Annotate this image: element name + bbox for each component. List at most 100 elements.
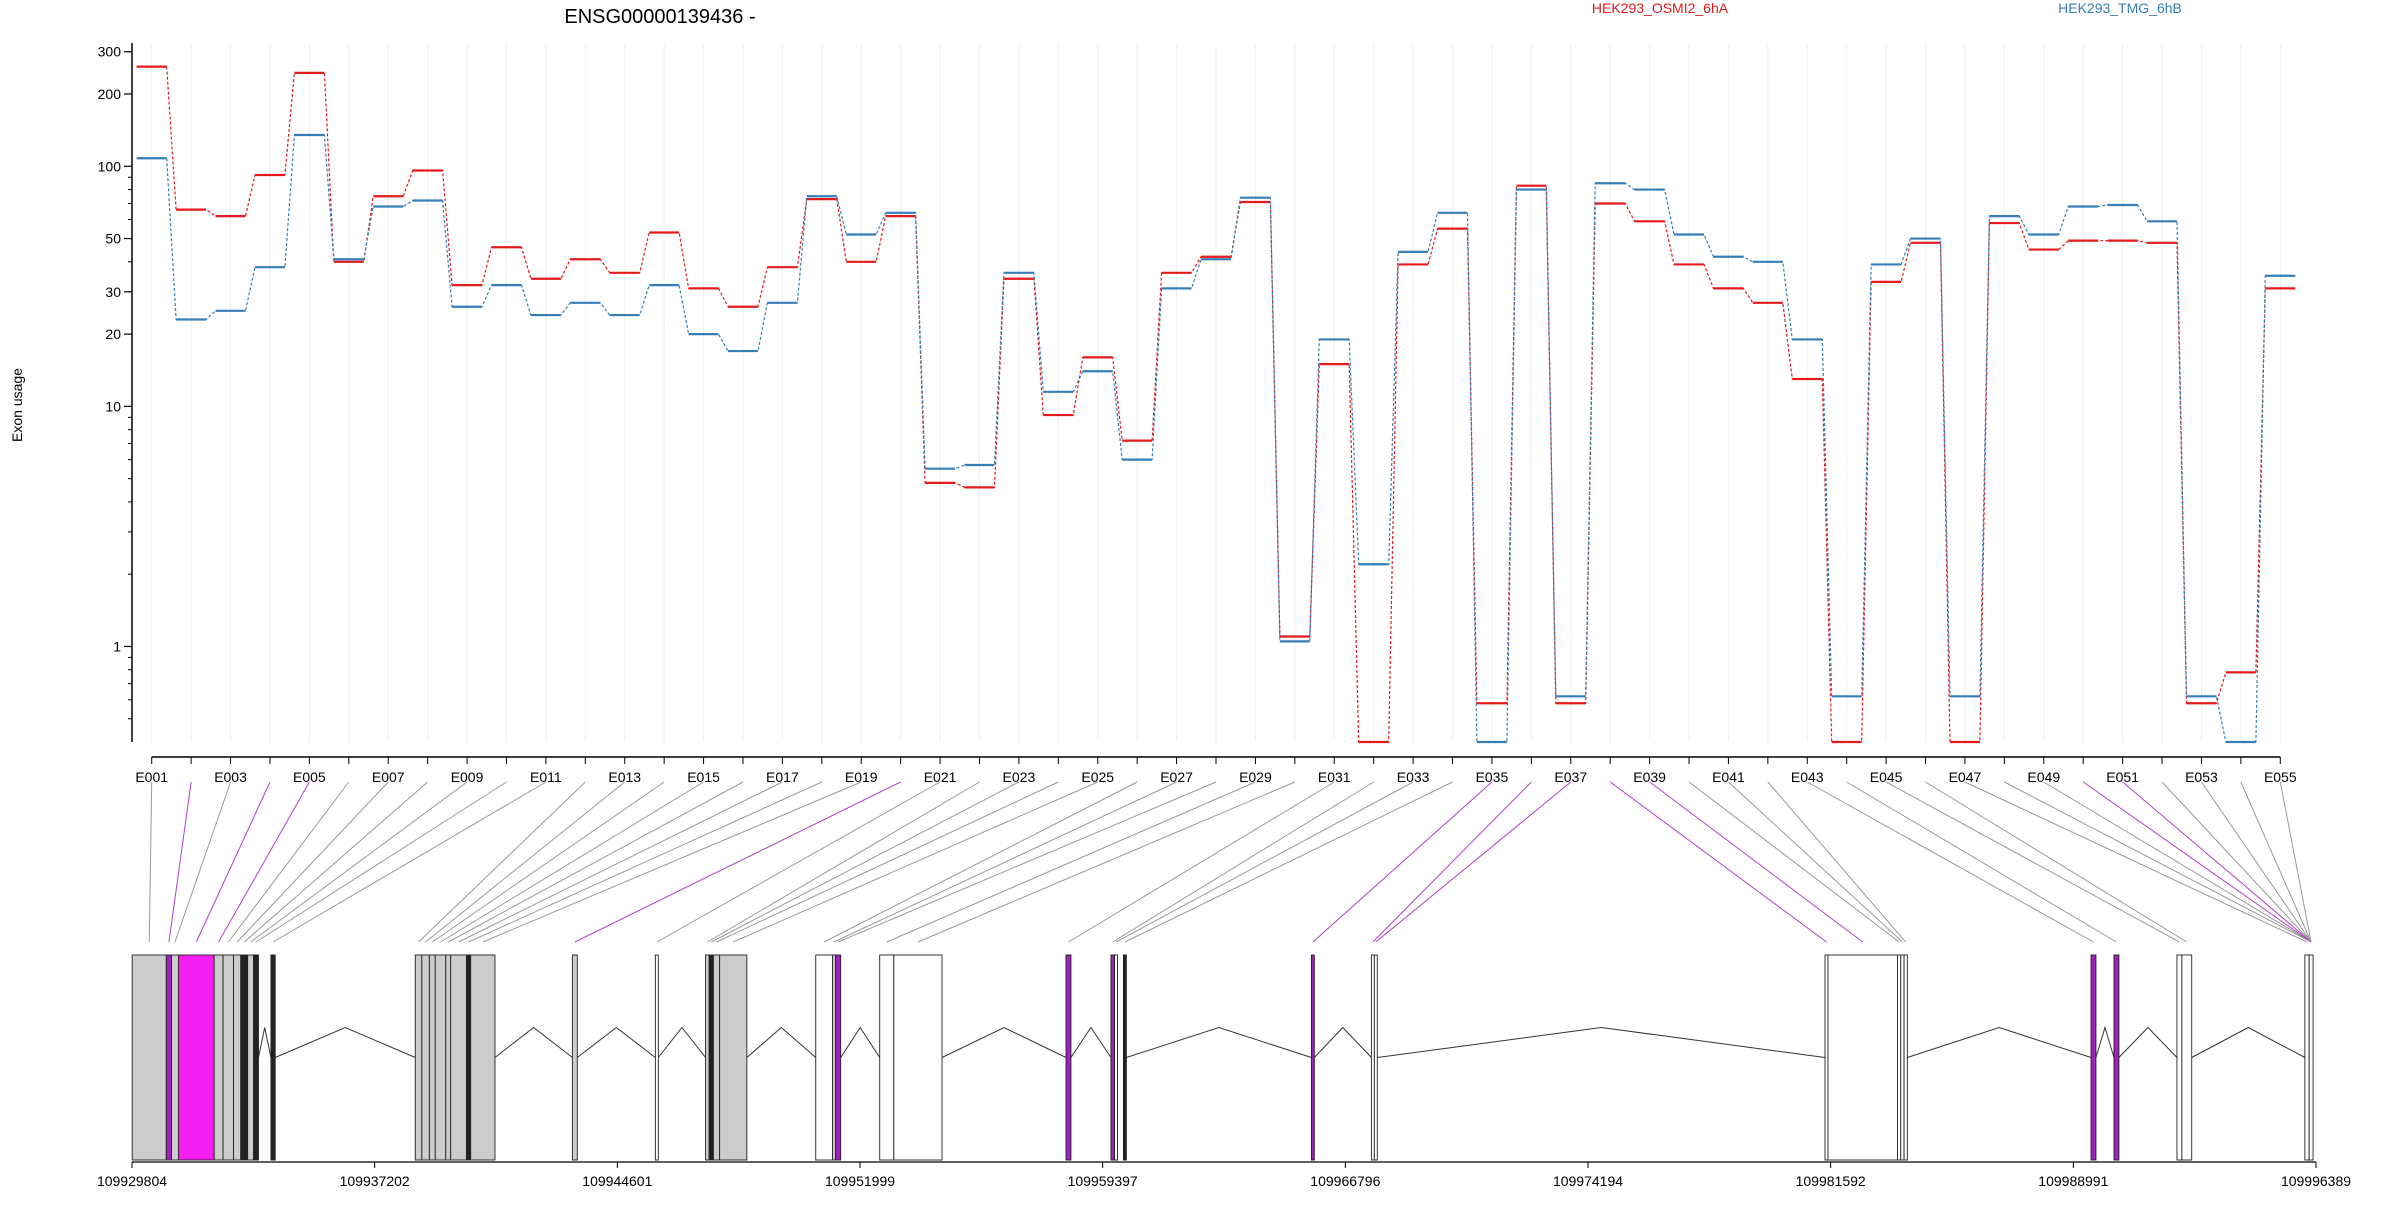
x-tick-label: E029 <box>1239 769 1272 785</box>
connector-line <box>1372 781 1532 943</box>
connector-line <box>255 781 507 943</box>
intron-line <box>746 1026 817 1058</box>
y-tick-label: 100 <box>98 158 122 174</box>
exon-box <box>1903 954 1908 1161</box>
x-tick-label: E015 <box>687 769 720 785</box>
genomic-tick-label: 109966796 <box>1310 1173 1380 1189</box>
x-tick-label: E023 <box>1003 769 1036 785</box>
connector-line <box>195 781 271 943</box>
exon-box <box>2113 954 2120 1161</box>
exon-box <box>445 954 452 1161</box>
intron-line <box>657 1026 706 1058</box>
x-tick-label: E049 <box>2027 769 2060 785</box>
exon-box <box>1110 954 1116 1161</box>
exon-box <box>815 954 833 1161</box>
connector-line <box>447 781 744 943</box>
connector-line <box>574 781 901 943</box>
connector-line <box>733 781 1098 943</box>
exon-box <box>879 954 895 1161</box>
connector-line <box>2122 781 2312 943</box>
exon-box <box>2176 954 2183 1161</box>
exon-box <box>1897 954 1902 1161</box>
series-tmg <box>136 133 2296 744</box>
connector-line <box>1885 781 2180 943</box>
connector-line <box>707 781 980 943</box>
exon-box <box>434 954 447 1161</box>
connector-line <box>272 781 547 943</box>
exon-box <box>270 954 276 1161</box>
intron-line <box>1126 1026 1312 1058</box>
x-tick-label: E053 <box>2185 769 2218 785</box>
genomic-tick-label: 109996389 <box>2281 1173 2351 1189</box>
connector-line <box>1728 781 1903 943</box>
exon-box <box>247 954 255 1161</box>
connector-line <box>711 781 1020 943</box>
x-tick-label: E027 <box>1160 769 1193 785</box>
connector-line <box>218 781 310 943</box>
y-tick-label: 1 <box>113 638 121 654</box>
exon-box <box>470 954 496 1161</box>
x-tick-label: E045 <box>1870 769 1903 785</box>
genomic-tick-label: 109937202 <box>340 1173 410 1189</box>
exon-box <box>253 954 259 1161</box>
exon-box <box>708 954 714 1161</box>
connector-line <box>2201 781 2312 943</box>
connector-line <box>236 781 389 943</box>
exon-box <box>450 954 467 1161</box>
intron-line <box>275 1026 416 1058</box>
exon-box <box>1310 954 1315 1161</box>
y-tick-label: 10 <box>105 398 121 414</box>
intron-line <box>257 1027 272 1058</box>
intron-line <box>2191 1026 2306 1058</box>
exon-box <box>2304 954 2310 1161</box>
y-tick-label: 20 <box>105 326 121 342</box>
x-tick-label: E001 <box>135 769 168 785</box>
connector-line <box>174 781 232 943</box>
x-tick-label: E055 <box>2264 769 2297 785</box>
exon-box <box>1122 954 1127 1161</box>
x-tick-label: E003 <box>214 769 247 785</box>
connector-line <box>1115 781 1414 943</box>
connector-line <box>886 781 1256 943</box>
genomic-tick-label: 109974194 <box>1553 1173 1623 1189</box>
exon-box <box>240 954 249 1161</box>
intron-line <box>941 1026 1067 1058</box>
exon-box <box>1900 954 1905 1161</box>
connector-line <box>250 781 468 943</box>
exon-box <box>171 954 179 1161</box>
series-line <box>136 66 2296 743</box>
connector-line <box>716 781 1059 943</box>
exon-box <box>893 954 943 1161</box>
exon-box <box>1373 954 1378 1161</box>
intron-line <box>840 1026 881 1058</box>
legend-entry-tmg: HEK293_TMG_6hB <box>2058 0 2182 16</box>
connector-line <box>1846 781 2117 943</box>
connector-line <box>917 781 1296 943</box>
x-tick-label: E011 <box>530 769 562 785</box>
connector-line <box>482 781 862 943</box>
x-tick-label: E017 <box>766 769 799 785</box>
x-tick-label: E033 <box>1397 769 1430 785</box>
exon-connector-lines <box>148 781 2312 943</box>
connector-line <box>2004 781 2312 943</box>
x-tick-label: E031 <box>1318 769 1351 785</box>
exon-box <box>2090 954 2097 1161</box>
connector-line <box>243 781 428 943</box>
connector-line <box>1649 781 1864 943</box>
genomic-tick-label: 109951999 <box>825 1173 895 1189</box>
exon-box <box>571 954 578 1161</box>
connector-line <box>1068 781 1335 943</box>
x-axis: E001 E003 E005 E007 E009 E011 E013 E015 E017 E019… <box>135 756 2297 785</box>
y-tick-label: 200 <box>98 86 122 102</box>
x-tick-label: E019 <box>845 769 878 785</box>
gene-model <box>131 954 2314 1161</box>
grid-lines <box>151 45 2281 742</box>
connector-line <box>227 781 350 943</box>
intron-line <box>1377 1026 1826 1058</box>
connector-line <box>425 781 626 943</box>
genomic-tick-label: 109944601 <box>582 1173 652 1189</box>
exon-box <box>177 954 215 1161</box>
legend-entry-osmi2: HEK293_OSMI2_6hA <box>1592 0 1729 16</box>
x-tick-label: E021 <box>924 769 957 785</box>
